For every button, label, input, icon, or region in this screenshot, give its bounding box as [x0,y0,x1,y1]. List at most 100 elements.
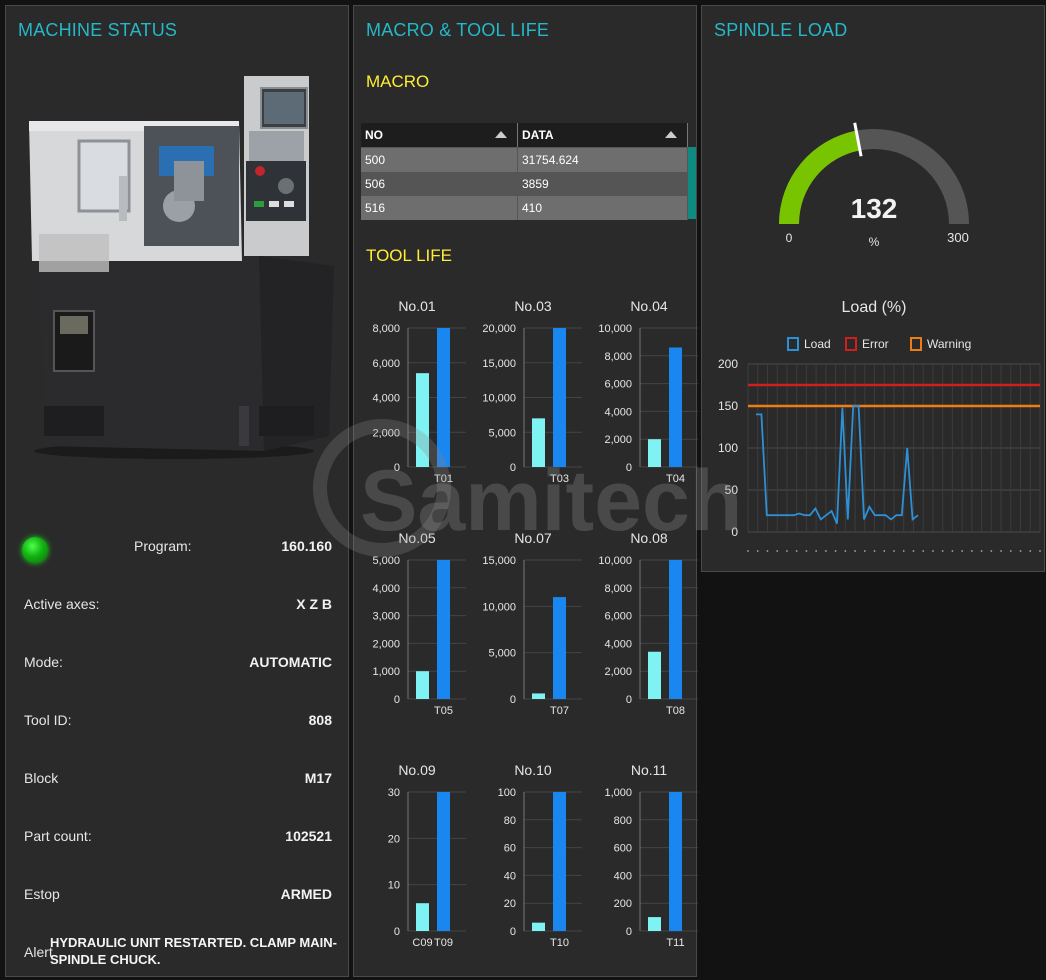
sort-asc-icon[interactable] [665,131,677,138]
cell-data: 410 [517,196,688,220]
y-tick-label: 600 [614,843,632,855]
y-tick-label: 1,000 [604,787,632,799]
machine-status-indicator [22,537,48,563]
legend-label: Error [862,337,889,351]
machine-status-title: MACHINE STATUS [18,20,178,40]
legend-swatch [787,337,799,351]
cell-no: 516 [361,196,518,220]
y-tick-label: 0 [626,462,632,474]
tool-life-chart: 0 1,000 2,000 3,000 4,000 5,000 T05 [372,555,466,717]
bar [416,373,429,467]
x-tick-dot [766,550,769,552]
x-tick-dot [883,550,886,552]
category-label: T05 [434,705,453,717]
bar [553,597,566,699]
cell-data: 3859 [517,172,688,196]
tool-id-label: Tool ID: [24,712,72,728]
y-tick-label: 10 [388,880,400,892]
block-value: M17 [304,770,332,786]
alert-text: HYDRAULIC UNIT RESTARTED. CLAMP MAIN-SPI… [50,935,337,967]
bar [669,347,682,467]
y-tick-label: 6,000 [372,358,400,370]
load-chart-title: Load (%) [841,299,907,316]
legend-item-warning[interactable]: Warning [910,337,971,351]
x-tick-dot [1039,550,1041,552]
column-header-data[interactable]: DATA [517,123,688,148]
legend-item-error[interactable]: Error [845,337,889,351]
bar [669,792,682,931]
x-tick-dot [756,550,759,552]
x-tick-dot [1009,550,1012,552]
legend-item-load[interactable]: Load [787,337,831,351]
category-label: T11 [666,937,684,949]
y-tick-label: 8,000 [604,351,632,363]
tool-life-chart: 0 200 400 600 800 1,000 T11 [604,787,698,949]
y-tick-label: 15,000 [482,555,516,567]
y-tick-label: 0 [394,694,400,706]
gauge-needle [853,122,863,157]
bar [532,693,545,699]
y-tick-label: 5,000 [488,648,516,660]
x-tick-dot [795,550,798,552]
column-header-no[interactable]: NO [361,123,518,148]
tool-chart-title: No.11 [630,762,668,778]
bar [437,560,450,699]
tool-chart-title: No.04 [630,298,668,314]
bar [437,792,450,931]
spindle-load-panel: SPINDLE LOAD 132 % 0 300 Load (%) Load Er… [701,5,1045,572]
category-label: T01 [434,473,453,485]
category-label: T09 [434,937,453,949]
tool-chart-title: No.01 [398,298,436,314]
category-label: T07 [550,705,569,717]
y-tick-label: 2,000 [372,638,400,650]
y-tick-label: 4,000 [372,583,400,595]
category-label: T10 [550,937,569,949]
y-tick-label: 2,000 [604,434,632,446]
tool-life-chart: 0 5,000 10,000 15,000 T07 [482,555,582,717]
cell-data: 31754.624 [517,147,688,172]
gauge-value: 132 [851,193,898,224]
category-label: T04 [666,473,685,485]
x-tick-dot [786,550,788,552]
table-row[interactable]: 516 410 [361,196,688,220]
macro-title: MACRO [366,72,430,91]
y-tick-label: 2,000 [372,427,400,439]
macro-tool-life-title: MACRO & TOOL LIFE [366,20,550,40]
y-tick-label: 0 [510,462,516,474]
estop-label: Estop [24,886,60,902]
y-tick-label: 15,000 [482,358,516,370]
block-label: Block [24,770,59,786]
y-tick-label: 10,000 [598,555,632,567]
y-tick-label: 30 [388,787,400,799]
tool-life-chart: 0 5,000 10,000 15,000 20,000 T03 [482,323,582,485]
y-tick-label: 10,000 [598,323,632,335]
y-tick-label: 60 [504,843,516,855]
load-series-line [756,405,919,524]
macro-table: NO DATA 500 31754.624 506 3859 516 410 [361,123,688,220]
category-label: T03 [550,473,569,485]
alert-label: Alert [24,944,53,960]
category-label: C09 [412,937,432,949]
sort-asc-icon[interactable] [495,131,507,138]
load-line-chart: Load Error Warning 0 50 100 150 200 [718,337,1041,552]
y-tick-label: 20 [504,898,516,910]
cell-no: 500 [361,147,518,172]
y-tick-label: 0 [510,926,516,938]
x-tick-dot [951,550,954,552]
table-row[interactable]: 500 31754.624 [361,147,688,172]
table-row[interactable]: 506 3859 [361,172,688,196]
spindle-gauge: 132 % 0 300 [779,122,969,249]
bar [437,328,450,467]
x-tick-dot [1019,550,1022,552]
tool-chart-title: No.10 [514,762,552,778]
program-value: 160.160 [281,538,332,554]
y-tick-label: 3,000 [372,611,400,623]
x-tick-dot [824,550,827,552]
x-tick-dot [941,550,944,552]
y-tick-label: 2,000 [604,666,632,678]
y-tick-label: 50 [725,483,739,497]
y-tick-label: 20 [388,833,400,845]
macro-table-scrollbar[interactable] [688,147,696,219]
bar [648,439,661,467]
macro-tool-life-panel: MACRO & TOOL LIFE MACRO NO DATA 500 3175… [353,5,698,977]
